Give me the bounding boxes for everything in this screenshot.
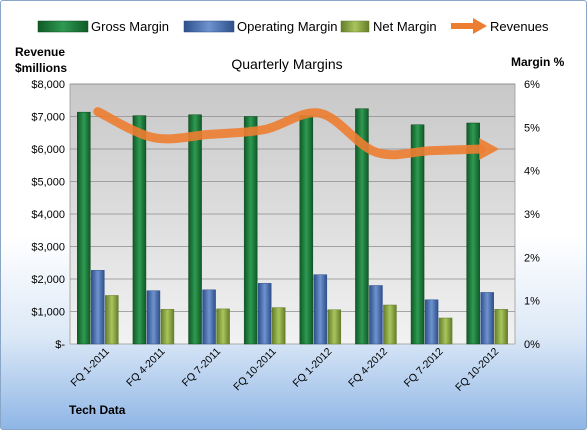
right-tick-label: 3% — [524, 209, 540, 221]
legend-swatch-net-margin — [340, 20, 370, 33]
category-label: FQ 10-2012 — [453, 346, 501, 394]
left-axis-ticks: $- $1,000 $2,000 $3,000 $4,000 $5,000 $6,000 $7… — [31, 79, 65, 351]
category-label: FQ 1-2011 — [69, 346, 113, 390]
bar-operating-margin — [146, 290, 161, 345]
bar-net-margin — [160, 309, 175, 345]
bar-net-margin — [438, 317, 453, 345]
bar-net-margin — [105, 295, 119, 345]
legend-swatch-revenues — [451, 18, 487, 34]
revenue-line — [93, 107, 486, 160]
category-label: FQ 7-2011 — [180, 346, 224, 390]
left-tick-label: $3,000 — [31, 242, 65, 254]
right-tick-label: 5% — [524, 122, 540, 134]
bars — [77, 108, 508, 345]
left-tick-label: $1,000 — [31, 307, 65, 319]
bar-net-margin — [383, 304, 397, 345]
legend-swatch-gross-margin — [37, 20, 89, 33]
right-axis-ticks: 0% 1% 2% 3% 4% 5% 6% — [524, 79, 540, 351]
bar-net-margin — [216, 308, 230, 345]
left-axis-title-line1: Revenue — [15, 45, 65, 59]
revenue-line-group — [93, 107, 500, 160]
bar-operating-margin — [424, 299, 439, 345]
bar-net-margin — [494, 309, 508, 345]
chart-title: Quarterly Margins — [231, 56, 342, 72]
bar-gross-margin — [410, 124, 425, 345]
legend-label-gross-margin: Gross Margin — [91, 19, 169, 34]
right-tick-label: 0% — [524, 339, 540, 351]
left-tick-label: $2,000 — [31, 274, 65, 286]
legend-label-operating-margin: Operating Margin — [237, 19, 337, 34]
bar-gross-margin — [299, 115, 314, 345]
left-tick-label: $5,000 — [31, 177, 65, 189]
bar-operating-margin — [313, 274, 328, 345]
category-label: FQ 10-2011 — [231, 346, 279, 394]
legend-swatch-operating-margin — [183, 20, 235, 33]
right-tick-label: 2% — [524, 252, 540, 264]
left-tick-label: $4,000 — [31, 209, 65, 221]
left-axis-title-line2: $millions — [15, 61, 67, 75]
right-tick-label: 1% — [524, 296, 540, 308]
bar-gross-margin — [243, 116, 258, 345]
category-label: FQ 1-2012 — [290, 346, 334, 390]
bar-gross-margin — [355, 108, 369, 345]
bar-gross-margin — [132, 115, 147, 345]
bar-operating-margin — [257, 283, 272, 345]
category-labels: FQ 1-2011 FQ 4-2011 FQ 7-2011 FQ 10-2011 FQ … — [69, 346, 502, 394]
left-tick-label: $6,000 — [31, 144, 65, 156]
category-label: FQ 4-2012 — [346, 346, 390, 390]
legend: Gross Margin Operating Margin Net Margin… — [37, 18, 549, 34]
bar-operating-margin — [91, 270, 105, 345]
legend-label-revenues: Revenues — [490, 19, 549, 34]
bar-gross-margin — [77, 111, 91, 345]
category-label: FQ 7-2012 — [402, 346, 446, 390]
category-label: FQ 4-2011 — [124, 346, 168, 390]
source-label: Tech Data — [69, 403, 126, 417]
left-tick-label: $7,000 — [31, 112, 65, 124]
bar-net-margin — [271, 307, 286, 345]
legend-label-net-margin: Net Margin — [373, 19, 437, 34]
revenue-arrowhead — [479, 138, 500, 160]
bar-operating-margin — [480, 292, 494, 345]
bar-operating-margin — [202, 289, 216, 345]
left-tick-label: $8,000 — [31, 79, 65, 91]
bar-gross-margin — [188, 114, 202, 345]
bar-net-margin — [327, 309, 342, 345]
right-tick-label: 4% — [524, 166, 540, 178]
left-tick-label: $- — [55, 339, 65, 351]
bar-gross-margin — [466, 122, 480, 345]
right-axis-title: Margin % — [511, 55, 565, 69]
bar-operating-margin — [369, 285, 383, 345]
right-tick-label: 6% — [524, 79, 540, 91]
